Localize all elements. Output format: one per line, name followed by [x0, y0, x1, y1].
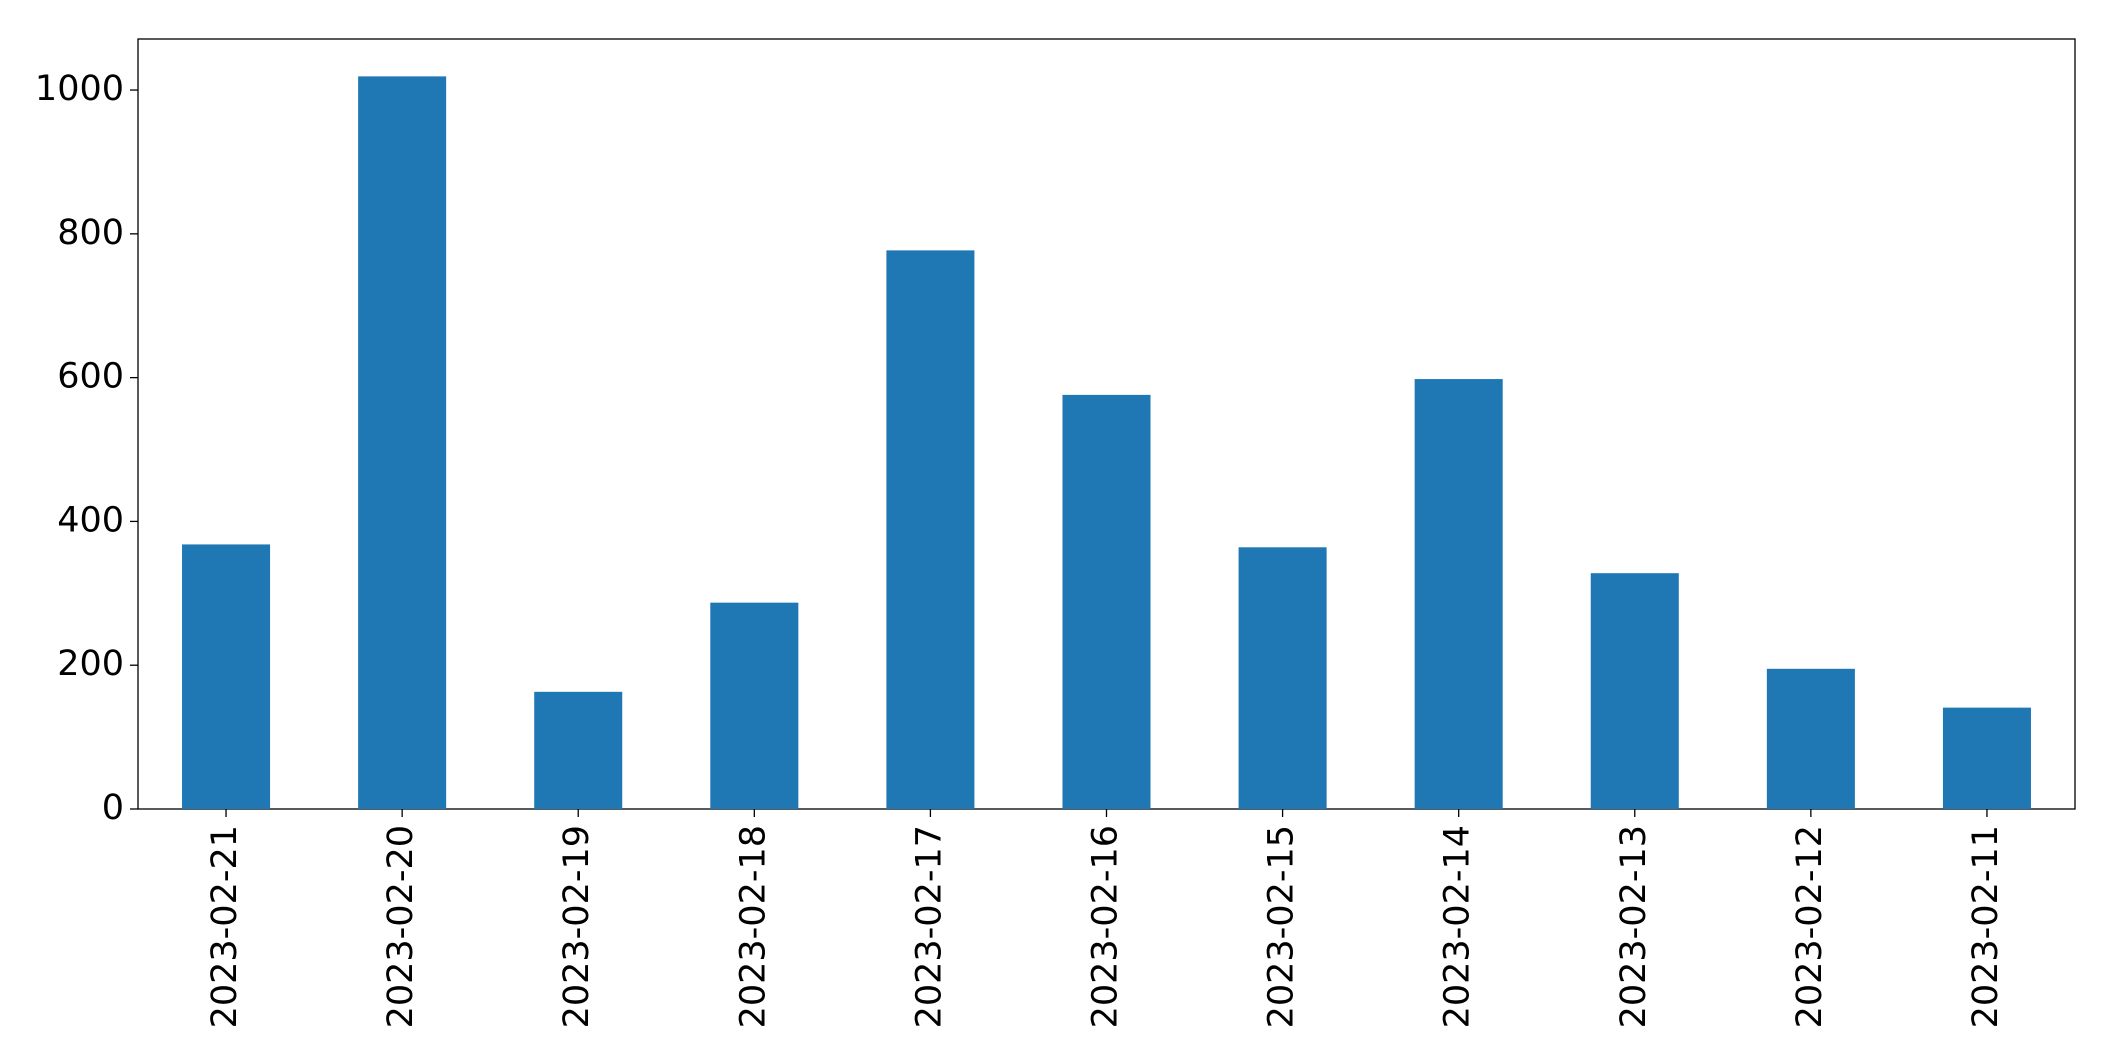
bar — [182, 544, 271, 809]
x-tick-label: 2023-02-11 — [1966, 825, 2006, 1028]
x-tick-label: 2023-02-13 — [1614, 825, 1654, 1028]
y-tick-label: 600 — [57, 357, 124, 397]
bar — [534, 691, 623, 809]
bar — [1238, 547, 1327, 809]
x-tick-label: 2023-02-12 — [1790, 825, 1830, 1028]
x-tick-label: 2023-02-17 — [909, 825, 949, 1028]
y-tick-label: 400 — [57, 500, 124, 540]
x-tick-label: 2023-02-20 — [381, 825, 421, 1028]
bar — [1414, 379, 1503, 809]
y-tick-label: 0 — [102, 788, 124, 828]
bar — [1062, 394, 1151, 809]
x-tick-label: 2023-02-18 — [733, 825, 773, 1028]
bar — [1766, 668, 1855, 809]
x-tick-label: 2023-02-21 — [205, 825, 245, 1028]
y-tick-label: 200 — [57, 644, 124, 684]
x-tick-label: 2023-02-14 — [1438, 825, 1478, 1028]
x-tick-label: 2023-02-16 — [1086, 825, 1126, 1028]
bar — [358, 76, 447, 809]
bar — [1942, 707, 2031, 809]
bar — [886, 250, 975, 809]
x-tick-label: 2023-02-15 — [1262, 825, 1302, 1028]
y-tick-label: 1000 — [35, 69, 124, 109]
x-tick-label: 2023-02-19 — [557, 825, 597, 1028]
bar — [1590, 573, 1679, 809]
y-tick-label: 800 — [57, 213, 124, 253]
bar — [710, 602, 799, 809]
